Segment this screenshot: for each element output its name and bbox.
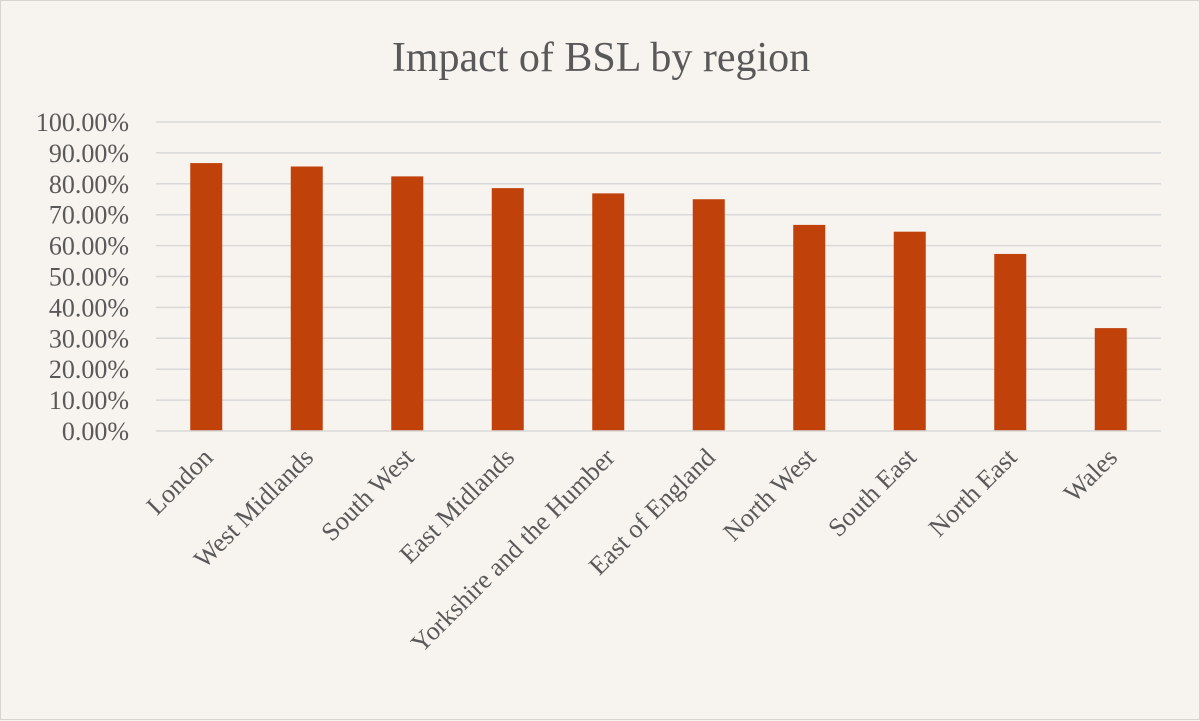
y-tick-label: 20.00% (49, 355, 129, 384)
bar (290, 166, 323, 431)
y-tick-label: 80.00% (49, 170, 129, 199)
y-tick-label: 100.00% (36, 108, 129, 137)
chart-title: Impact of BSL by region (392, 35, 810, 81)
bar (793, 224, 826, 431)
y-axis-ticks: 0.00%10.00%20.00%30.00%40.00%50.00%60.00… (36, 108, 129, 446)
bar (994, 253, 1027, 431)
y-tick-label: 90.00% (49, 139, 129, 168)
bar (491, 188, 524, 431)
y-tick-label: 60.00% (49, 232, 129, 261)
bar (190, 163, 223, 432)
y-tick-label: 70.00% (49, 201, 129, 230)
y-tick-label: 10.00% (49, 386, 129, 415)
y-tick-label: 40.00% (49, 293, 129, 322)
bars (190, 163, 1127, 432)
y-tick-label: 0.00% (62, 417, 129, 446)
x-tick-label: South East (822, 442, 922, 542)
x-tick-label: Wales (1058, 443, 1123, 508)
bar (692, 199, 725, 431)
x-tick-label: Yorkshire and the Humber (405, 442, 620, 657)
y-tick-label: 50.00% (49, 263, 129, 292)
bar (893, 231, 926, 431)
bar (1094, 328, 1127, 431)
gridlines (156, 121, 1161, 401)
x-tick-label: North East (923, 442, 1023, 542)
x-tick-label: London (141, 443, 219, 521)
x-tick-label: North West (718, 442, 823, 547)
x-tick-label: South West (316, 442, 421, 547)
bar (391, 176, 424, 431)
bar (592, 193, 625, 431)
y-tick-label: 30.00% (49, 324, 129, 353)
